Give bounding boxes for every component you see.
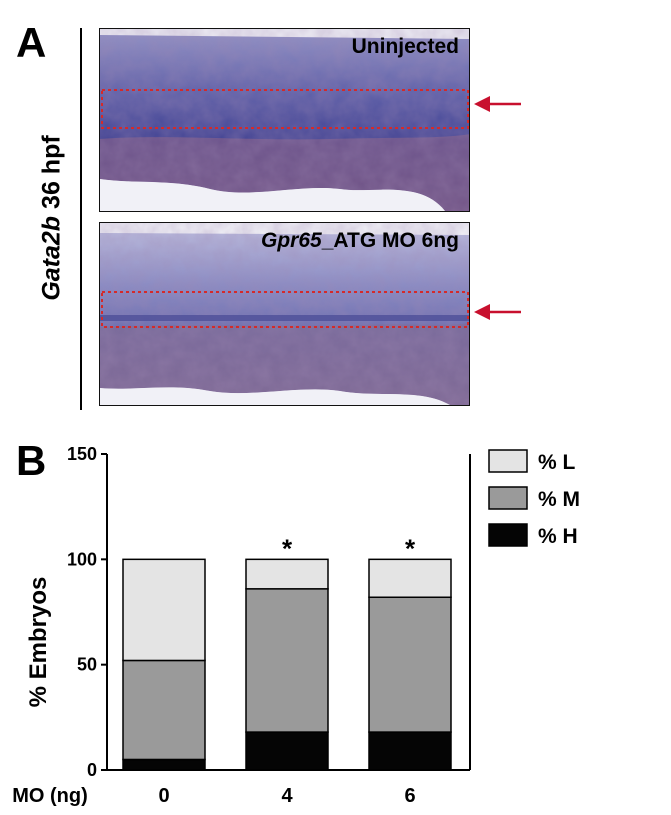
micrograph-gpr65-mo-image	[100, 223, 469, 405]
micrograph-label-uninjected: Uninjected	[352, 35, 459, 59]
panel-b-letter: B	[16, 437, 47, 484]
x-tick-label: 6	[404, 785, 415, 807]
micrograph-uninjected: Uninjected	[99, 28, 470, 212]
stage-label: 36 hpf	[37, 135, 66, 216]
bar-segment	[122, 758, 206, 771]
bar-segment	[245, 558, 329, 590]
micrograph-label-mo: Gpr65_ATG MO 6ng	[261, 229, 459, 253]
label-text: _ATG MO 6ng	[321, 229, 459, 252]
bar-segment	[368, 558, 452, 599]
micrograph-uninjected-image	[100, 29, 469, 211]
bar-segment	[368, 731, 452, 771]
y-tick-label: 50	[77, 655, 97, 675]
y-tick-label: 150	[67, 444, 97, 464]
significance-marker: *	[405, 533, 416, 563]
bar-segment	[245, 731, 329, 771]
bar-segment	[122, 558, 206, 662]
x-axis-label: MO (ng)	[12, 785, 88, 807]
legend-label: % H	[538, 525, 578, 548]
panel-a-bracket-line	[80, 28, 82, 410]
panel-a-letter: A	[16, 19, 47, 66]
stacked-bar-chart: 0 50 100 150 % Embryos 0 4 * 6 * MO (ng) % L % M % H	[12, 444, 580, 807]
arrow-mo	[474, 304, 521, 320]
significance-marker: *	[282, 533, 293, 563]
x-tick-label: 4	[281, 785, 293, 807]
gene-name: Gata2b	[37, 215, 66, 301]
legend-swatch	[488, 523, 528, 547]
bar-segment	[122, 659, 206, 761]
x-tick-label: 0	[158, 785, 169, 807]
label-italic-part: Gpr65	[261, 229, 322, 252]
y-axis-label: % Embryos	[25, 577, 52, 708]
y-tick-label: 100	[67, 549, 97, 569]
y-tick-label: 0	[87, 760, 97, 780]
panel-a-side-label: Gata2b 36 hpf	[38, 135, 67, 300]
label-text: Uninjected	[351, 35, 459, 58]
bar-segment	[368, 596, 452, 733]
legend-swatch	[488, 486, 528, 510]
arrow-uninjected	[474, 96, 521, 112]
legend-label: % L	[538, 451, 576, 474]
micrograph-gpr65-mo: Gpr65_ATG MO 6ng	[99, 222, 470, 406]
legend-swatch	[488, 449, 528, 473]
legend-label: % M	[538, 488, 580, 511]
bar-segment	[245, 588, 329, 733]
